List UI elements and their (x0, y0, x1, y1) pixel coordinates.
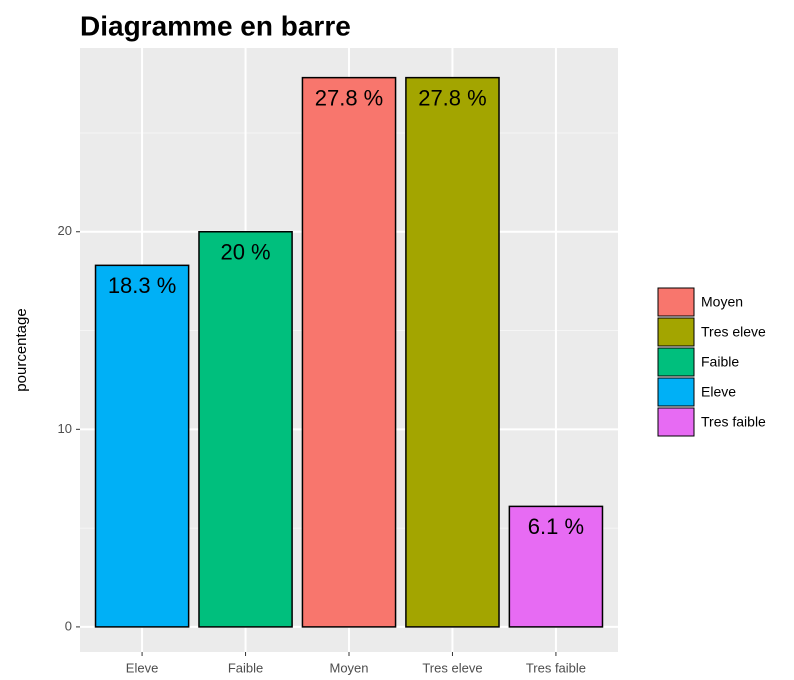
value-label: 27.8 % (418, 85, 487, 110)
y-tick-label: 0 (65, 618, 72, 633)
legend-key (657, 347, 695, 377)
bar (301, 76, 397, 628)
bar (198, 230, 293, 628)
legend-key (657, 377, 695, 407)
y-tick-label: 10 (58, 421, 72, 436)
bar (405, 76, 500, 628)
x-tick-label: Faible (228, 660, 263, 675)
chart-title: Diagramme en barre (80, 10, 351, 41)
legend-label: Tres eleve (701, 324, 766, 340)
value-label: 27.8 % (315, 85, 384, 110)
y-tick-label: 20 (58, 223, 72, 238)
legend-label: Moyen (701, 294, 743, 310)
x-tick-label: Tres eleve (422, 660, 482, 675)
bar (94, 264, 190, 628)
legend-label: Faible (701, 354, 739, 370)
legend-key (657, 317, 695, 347)
y-axis-label: pourcentage (13, 308, 30, 391)
x-tick-label: Tres faible (526, 660, 586, 675)
legend-key (657, 287, 695, 317)
value-label: 6.1 % (528, 514, 584, 539)
bar (508, 505, 604, 628)
x-tick-label: Moyen (329, 660, 368, 675)
value-label: 20 % (220, 240, 270, 265)
legend-label: Eleve (701, 384, 736, 400)
legend-label: Tres faible (701, 414, 766, 430)
value-label: 18.3 % (108, 273, 177, 298)
legend-key (657, 407, 695, 437)
x-tick-label: Eleve (126, 660, 159, 675)
